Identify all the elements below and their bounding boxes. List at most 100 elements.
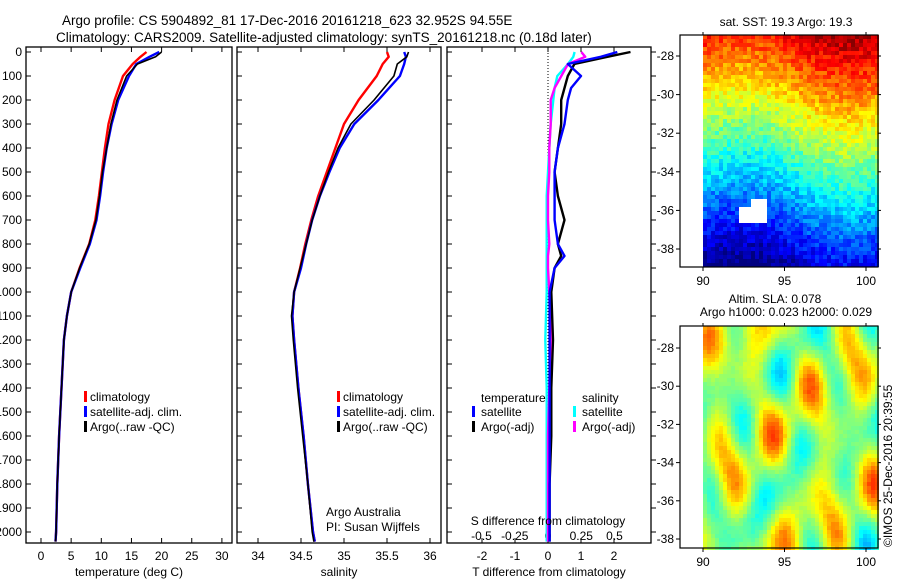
map-cell <box>871 506 875 510</box>
map-cell <box>799 115 803 119</box>
map-cell <box>747 346 751 350</box>
map-cell <box>851 326 855 330</box>
map-cell <box>747 478 751 482</box>
map-cell <box>783 67 787 71</box>
map-cell <box>843 374 847 378</box>
map-cell <box>823 430 827 434</box>
map-cell <box>847 159 851 163</box>
map-cell <box>751 187 755 191</box>
map-cell <box>715 51 719 55</box>
map-cell <box>851 139 855 143</box>
map-cell <box>807 243 811 247</box>
map-cell <box>787 526 791 530</box>
map-cell <box>831 259 835 263</box>
map-cell <box>791 219 795 223</box>
map-cell <box>747 334 751 338</box>
map-cell <box>707 99 711 103</box>
map-cell <box>723 99 727 103</box>
map-cell <box>755 103 759 107</box>
map-cell <box>731 55 735 59</box>
map-cell <box>719 219 723 223</box>
map-cell <box>831 430 835 434</box>
map-cell <box>835 338 839 342</box>
map-cell <box>739 482 743 486</box>
map-cell <box>711 406 715 410</box>
map-cell <box>843 135 847 139</box>
map-cell <box>707 143 711 147</box>
map-cell <box>763 59 767 63</box>
map-cell <box>719 259 723 263</box>
map-cell <box>703 494 707 498</box>
map-cell <box>727 155 731 159</box>
map-cell <box>799 207 803 211</box>
map-cell <box>775 338 779 342</box>
map-cell <box>779 514 783 518</box>
map-cell <box>843 163 847 167</box>
map-cell <box>803 119 807 123</box>
map-cell <box>847 338 851 342</box>
map-cell <box>815 143 819 147</box>
map-cell <box>767 434 771 438</box>
map-cell <box>763 143 767 147</box>
map-cell <box>867 47 871 51</box>
map-cell <box>839 199 843 203</box>
map-cell <box>799 342 803 346</box>
map-cell <box>751 47 755 51</box>
map-cell <box>715 55 719 59</box>
map-cell <box>735 386 739 390</box>
map-cell <box>867 131 871 135</box>
map-cell <box>863 402 867 406</box>
map-cell <box>791 358 795 362</box>
map-cell <box>743 518 747 522</box>
map-cell <box>783 350 787 354</box>
map-cell <box>839 518 843 522</box>
map-cell <box>831 478 835 482</box>
map-cell <box>811 243 815 247</box>
map-cell <box>851 342 855 346</box>
map-cell <box>727 362 731 366</box>
map-cell <box>795 119 799 123</box>
map-cell <box>711 426 715 430</box>
map-cell <box>751 438 755 442</box>
map-cell <box>819 386 823 390</box>
map-cell <box>707 470 711 474</box>
map-cell <box>711 462 715 466</box>
map-cell <box>799 522 803 526</box>
map-cell <box>807 203 811 207</box>
map-cell <box>855 159 859 163</box>
map-cell <box>747 159 751 163</box>
map-cell <box>827 123 831 127</box>
map-cell <box>727 418 731 422</box>
map-cell <box>843 346 847 350</box>
map-cell <box>795 59 799 63</box>
map-cell <box>783 498 787 502</box>
map-cell <box>859 490 863 494</box>
map-cell <box>755 235 759 239</box>
map-cell <box>771 414 775 418</box>
map-cell <box>815 474 819 478</box>
map-cell <box>707 199 711 203</box>
map-cell <box>759 498 763 502</box>
map-cell <box>867 223 871 227</box>
map-cell <box>707 390 711 394</box>
map-cell <box>759 502 763 506</box>
map-cell <box>855 482 859 486</box>
map-cell <box>747 382 751 386</box>
map-cell <box>819 211 823 215</box>
map-cell <box>731 179 735 183</box>
map-cell <box>871 171 875 175</box>
map-cell <box>767 63 771 67</box>
map-cell <box>803 330 807 334</box>
map-cell <box>851 338 855 342</box>
map-cell <box>759 342 763 346</box>
map-cell <box>811 47 815 51</box>
map-cell <box>723 147 727 151</box>
map-cell <box>787 135 791 139</box>
map-cell <box>703 179 707 183</box>
map-cell <box>839 111 843 115</box>
map-cell <box>775 95 779 99</box>
map-cell <box>815 434 819 438</box>
map-cell <box>867 95 871 99</box>
map-cell <box>799 474 803 478</box>
map-cell <box>859 434 863 438</box>
